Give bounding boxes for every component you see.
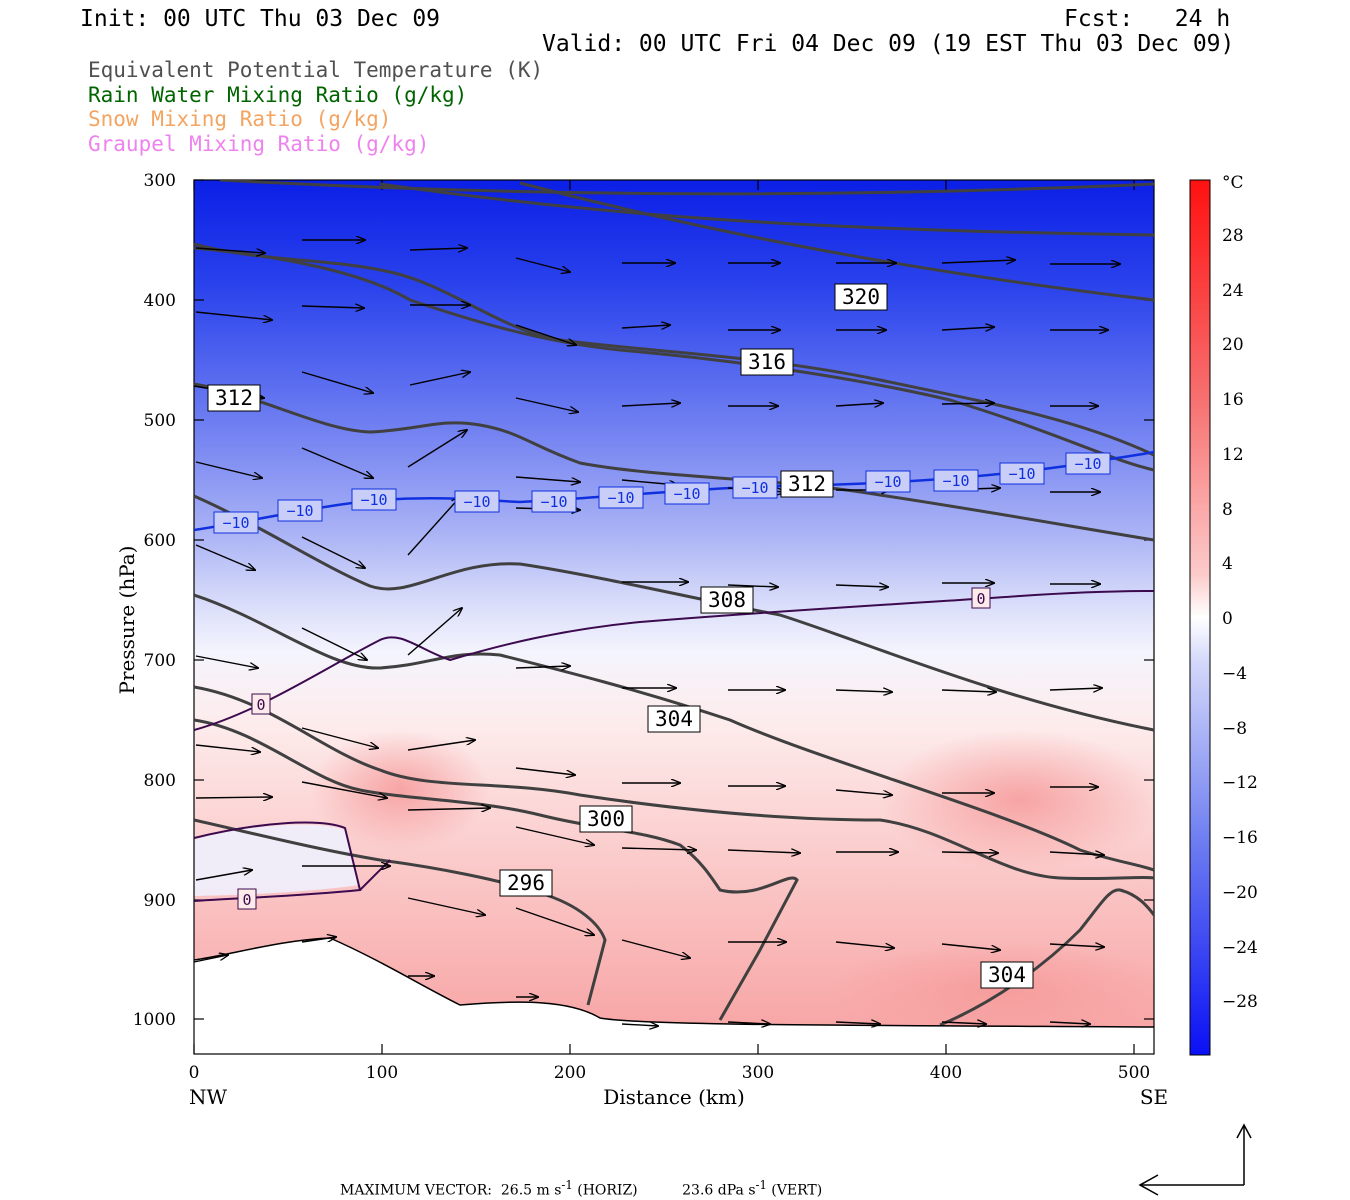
colorbar-label: −12: [1222, 773, 1258, 793]
isotherm-zero-label: 0: [976, 590, 985, 608]
isotherm-label: −10: [874, 473, 901, 491]
x-tick-label: 300: [742, 1063, 774, 1083]
y-tick-label: 500: [144, 411, 176, 431]
theta-e-label: 312: [215, 386, 253, 410]
isotherm-zero-label: 0: [256, 696, 265, 714]
legend-theta-e: Equivalent Potential Temperature (K): [88, 58, 544, 82]
isotherm-label: −10: [673, 485, 700, 503]
x-tick-label: 200: [554, 1063, 586, 1083]
theta-e-label: 316: [748, 350, 786, 374]
y-tick-label: 800: [144, 771, 176, 791]
theta-e-label: 304: [988, 963, 1026, 987]
y-tick-label: 600: [144, 531, 176, 551]
forecast-hour: Fcst: 24 h: [1064, 6, 1231, 32]
x-tick-label: 100: [366, 1063, 398, 1083]
isotherm-zero-label: 0: [242, 891, 251, 909]
colorbar-unit: °C: [1222, 173, 1244, 193]
max-vector-footer: MAXIMUM VECTOR: 26.5 m s-1 (HORIZ) 23.6 …: [340, 1178, 823, 1199]
temperature-shading: [194, 180, 1154, 1054]
isotherm-minus10-labels: −10 −10 −10 −10 −10 −10 −10 −10 −10 −10 …: [213, 452, 1111, 534]
isotherm-label: −10: [463, 493, 490, 511]
plot-frame: [193, 179, 1155, 1055]
terrain-surface: [193, 937, 1155, 1028]
temperature-colorbar: °C 28 24 20 16 12 8 4 0 −4 −8 −12 −16 −2…: [1189, 173, 1258, 1056]
colorbar-label: 4: [1222, 554, 1233, 574]
colorbar-label: 24: [1222, 281, 1244, 301]
isotherm-label: −10: [540, 493, 567, 511]
colorbar-label: −8: [1222, 719, 1247, 739]
y-tick-label: 300: [144, 171, 176, 191]
theta-e-labels: 320 316 312 312 308 304 300 296 304: [207, 283, 1034, 989]
x-tick-label: 400: [930, 1063, 962, 1083]
isotherm-zero-labels: 0 0 0: [237, 587, 991, 910]
isotherm-label: −10: [1074, 455, 1101, 473]
se-label: SE: [1140, 1085, 1168, 1109]
valid-time: Valid: 00 UTC Fri 04 Dec 09 (19 EST Thu …: [542, 31, 1235, 57]
colorbar-label: 0: [1222, 609, 1233, 629]
isotherm-label: −10: [607, 489, 634, 507]
y-tick-label: 1000: [133, 1010, 176, 1030]
init-time: Init: 00 UTC Thu 03 Dec 09: [80, 6, 441, 32]
isotherm-label: −10: [222, 514, 249, 532]
y-axis-label: Pressure (hPa): [115, 546, 139, 695]
theta-e-label: 300: [587, 807, 625, 831]
x-axis-label: Distance (km): [603, 1085, 745, 1109]
x-tick-label: 500: [1118, 1063, 1150, 1083]
colorbar-label: 12: [1222, 445, 1244, 465]
legend-graupel: Graupel Mixing Ratio (g/kg): [88, 132, 430, 156]
isotherm-label: −10: [942, 472, 969, 490]
legend-rain: Rain Water Mixing Ratio (g/kg): [88, 83, 468, 107]
colorbar-label: 28: [1222, 226, 1244, 246]
isotherm-label: −10: [286, 502, 313, 520]
colorbar-label: −20: [1222, 883, 1258, 903]
colorbar-label: −28: [1222, 992, 1258, 1012]
theta-e-label: 304: [655, 707, 693, 731]
y-tick-label: 400: [144, 291, 176, 311]
isotherm-label: −10: [360, 491, 387, 509]
nw-label: NW: [189, 1085, 228, 1109]
isotherm-label: −10: [1008, 465, 1035, 483]
x-tick-label: 0: [189, 1063, 200, 1083]
y-tick-label: 900: [144, 891, 176, 911]
colorbar-label: 16: [1222, 390, 1244, 410]
theta-e-label: 296: [507, 871, 545, 895]
theta-e-label: 312: [788, 472, 826, 496]
theta-e-label: 320: [842, 285, 880, 309]
colorbar-label: 8: [1222, 500, 1233, 520]
colorbar-label: −16: [1222, 828, 1258, 848]
y-tick-label: 700: [144, 651, 176, 671]
colorbar-label: 20: [1222, 335, 1244, 355]
colorbar-label: −24: [1222, 938, 1258, 958]
isotherm-label: −10: [741, 479, 768, 497]
legend-snow: Snow Mixing Ratio (g/kg): [88, 107, 392, 131]
reference-vector-icon: [1138, 1123, 1252, 1196]
theta-e-label: 308: [708, 588, 746, 612]
colorbar-label: −4: [1222, 664, 1247, 684]
